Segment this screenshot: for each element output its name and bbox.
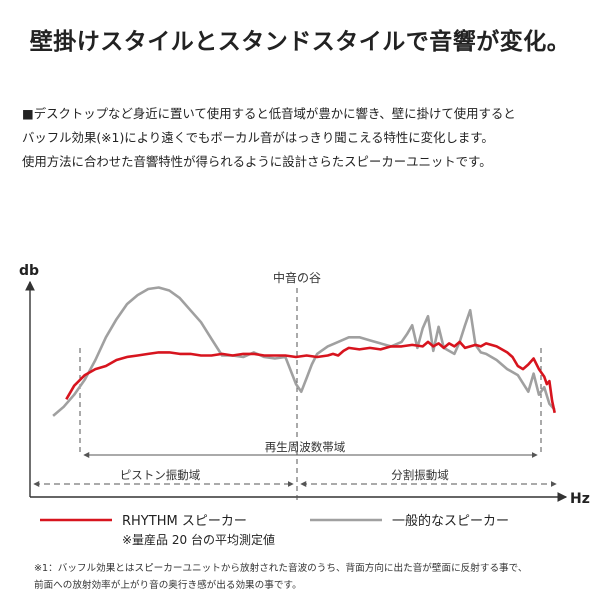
description-line-3: 使用方法に合わせた音響特性が得られるように設計さらたスピーカーユニットです。 [22, 154, 492, 169]
rhythm-speaker-curve [65, 340, 556, 414]
legend-note: ※量産品 20 台の平均測定値 [122, 532, 275, 547]
x-axis-label: Hz [570, 491, 590, 507]
legend-rhythm-label: RHYTHM スピーカー [122, 514, 247, 529]
y-axis-label: db [19, 263, 39, 279]
split-range-label: 分割振動域 [391, 468, 449, 482]
general-speaker-curve [52, 286, 556, 417]
footnote-line-1: ※1：バッフル効果とはスピーカーユニットから放射された音波のうち、背面方向に出た… [34, 563, 528, 574]
mid-valley-label: 中音の谷 [273, 270, 321, 285]
legend-general-label: 一般的なスピーカー [392, 513, 509, 529]
page-title: 壁掛けスタイルとスタンドスタイルで音響が変化。 [29, 29, 571, 55]
description-line-2: バッフル効果(※1)により遠くでもボーカル音がはっきり聞こえる特性に変化します。 [22, 130, 494, 145]
footnote: ※1：バッフル効果とはスピーカーユニットから放射された音波のうち、背面方向に出た… [34, 560, 594, 594]
description-line-1: ■デスクトップなど身近に置いて使用すると低音域が豊かに響き、壁に掛けて使用すると [22, 106, 516, 121]
piston-range-label: ピストン振動域 [120, 468, 201, 482]
full-range-label: 再生周波数帯域 [265, 440, 346, 454]
footnote-line-2: 前面への放射効率が上がり音の奥行き感が出る効果の事です。 [34, 580, 302, 591]
description: ■デスクトップなど身近に置いて使用すると低音域が豊かに響き、壁に掛けて使用すると… [22, 102, 592, 174]
